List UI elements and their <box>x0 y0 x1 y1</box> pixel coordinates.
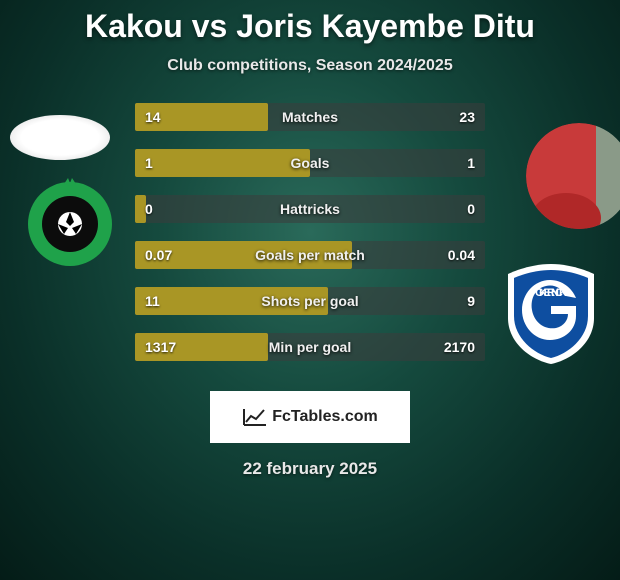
stat-row: 0.07 0.04 Goals per match <box>135 241 485 269</box>
stat-label: Goals per match <box>255 247 365 263</box>
stat-row: 1 1 Goals <box>135 149 485 177</box>
report-date: 22 february 2025 <box>0 459 620 479</box>
stat-value-right: 1 <box>467 155 475 171</box>
stat-row: 1317 2170 Min per goal <box>135 333 485 361</box>
stat-value-right: 2170 <box>444 339 475 355</box>
stat-value-left: 14 <box>145 109 161 125</box>
stat-value-right: 23 <box>459 109 475 125</box>
chart-icon <box>242 407 268 427</box>
stat-row: 11 9 Shots per goal <box>135 287 485 315</box>
stat-label: Matches <box>282 109 338 125</box>
stat-bar-fill <box>135 149 310 177</box>
stat-label: Shots per goal <box>261 293 358 309</box>
site-badge-label: FcTables.com <box>272 408 378 426</box>
site-badge[interactable]: FcTables.com <box>210 391 410 443</box>
stat-value-right: 0.04 <box>448 247 475 263</box>
stat-value-left: 11 <box>145 293 160 309</box>
stat-row: 14 23 Matches <box>135 103 485 131</box>
stat-value-left: 0 <box>145 201 153 217</box>
stat-value-left: 0.07 <box>145 247 172 263</box>
stat-value-right: 9 <box>467 293 475 309</box>
page-title: Kakou vs Joris Kayembe Ditu <box>0 8 620 45</box>
stat-label: Goals <box>291 155 330 171</box>
stat-value-left: 1317 <box>145 339 176 355</box>
stat-label: Min per goal <box>269 339 351 355</box>
stat-value-left: 1 <box>145 155 153 171</box>
stats-bars: 1423Matches11Goals00Hattricks0.070.04Goa… <box>135 103 485 379</box>
page-subtitle: Club competitions, Season 2024/2025 <box>0 57 620 75</box>
stat-bar-fill <box>135 195 146 223</box>
stat-label: Hattricks <box>280 201 340 217</box>
stat-value-right: 0 <box>467 201 475 217</box>
stat-row: 0 0 Hattricks <box>135 195 485 223</box>
